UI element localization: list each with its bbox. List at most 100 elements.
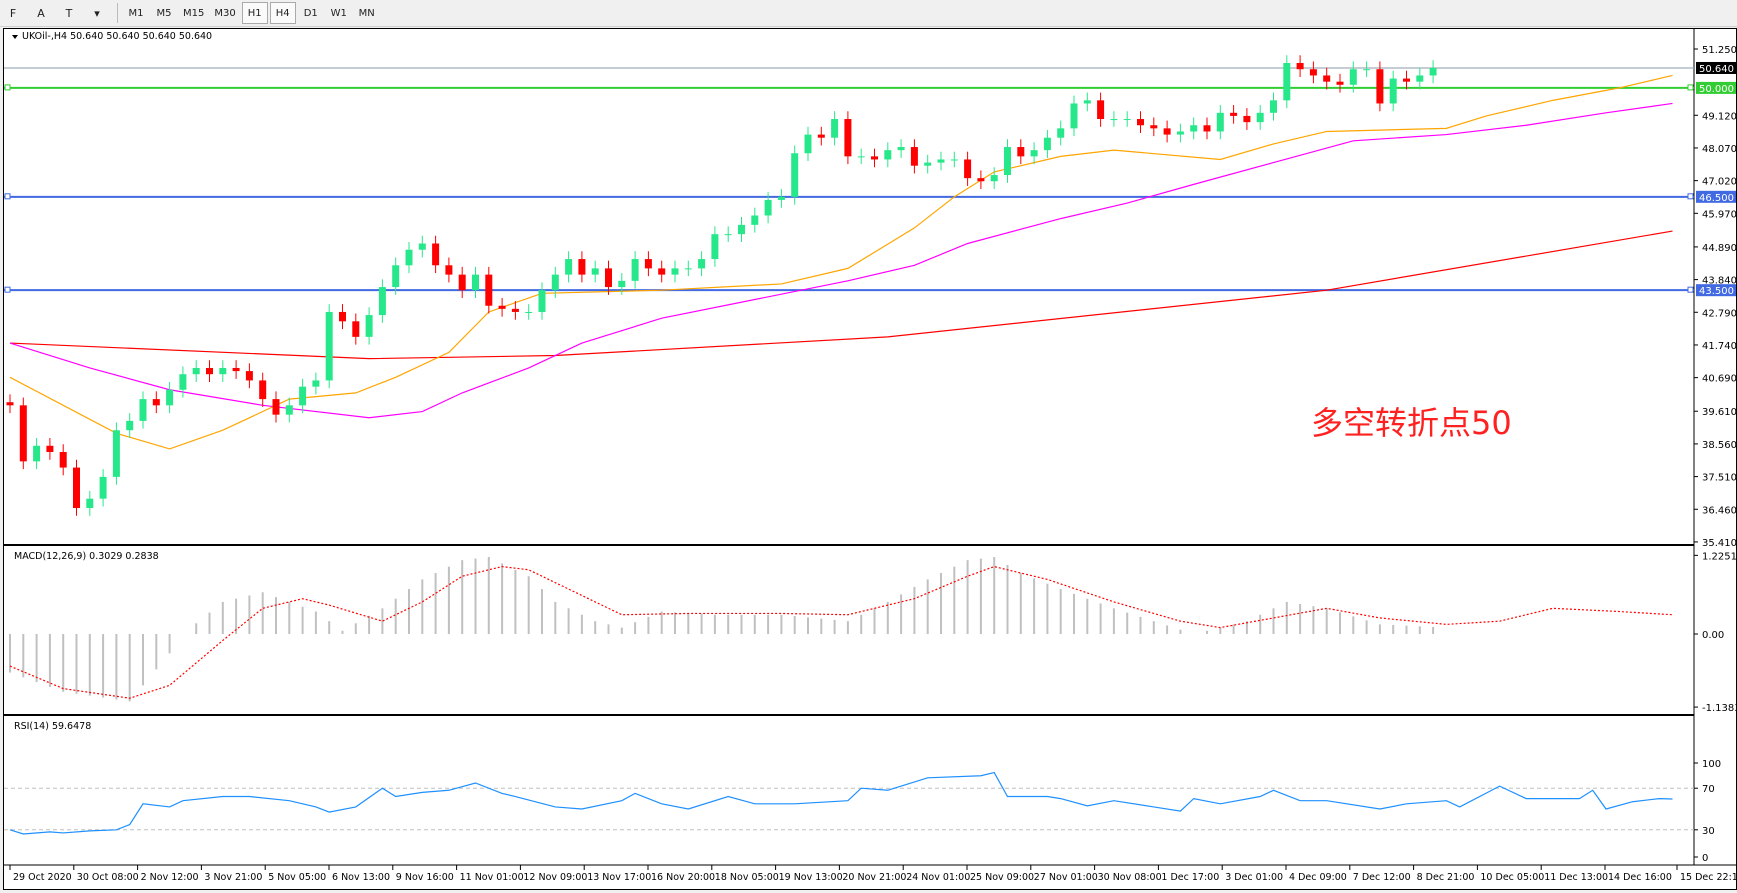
time-label: 8 Dec 21:00 [1417,872,1475,883]
candle [844,119,852,157]
crosshair-grid-tool[interactable]: F [9,6,17,20]
price-label: 39.610 [1702,407,1736,418]
candle [86,498,94,509]
candle [857,156,865,158]
time-label: 14 Dec 16:00 [1608,872,1672,883]
line-handle[interactable] [1687,193,1694,200]
time-label: 29 Oct 2020 [13,872,72,883]
candle [245,371,253,381]
candle [1363,69,1371,71]
candle [46,445,54,453]
annotation-text: 多空转折点50 [1311,404,1512,442]
line-handle[interactable] [1687,286,1694,293]
candle [1349,69,1357,85]
price-label: 47.020 [1702,177,1736,188]
ma-slow-line [9,230,1673,360]
candle [538,290,546,312]
candle [924,162,932,166]
price-label: 40.690 [1702,374,1736,385]
candle [1123,119,1131,121]
chart-window[interactable]: UKOil-,H4 50.640 50.640 50.640 50.640 MAC… [3,28,1737,890]
candle [751,215,759,225]
macd-axis-label: 1.2251 [1702,551,1736,562]
candle [777,196,785,200]
candle [339,311,346,322]
timeframe-m30[interactable]: M30 [214,7,236,19]
time-label: 11 Nov 01:00 [460,872,524,883]
candle [977,178,985,182]
time-label: 30 Nov 08:00 [1098,872,1162,883]
line-handle[interactable] [4,193,11,200]
line-handle[interactable] [4,286,11,293]
chart-canvas[interactable]: UKOil-,H4 50.640 50.640 50.640 50.640 MAC… [4,29,1737,889]
candle [698,259,706,269]
candle [33,445,41,462]
time-label: 3 Dec 01:00 [1225,872,1283,883]
price-label: 48.070 [1702,144,1736,155]
candle [1323,75,1331,82]
candle [432,243,440,266]
candle [392,265,400,288]
candle [1429,67,1437,76]
candle [126,420,134,431]
candle [472,274,479,291]
timeframe-w1[interactable]: W1 [330,7,347,19]
rsi-axis-label: 30 [1702,826,1715,837]
timeframe-h1[interactable]: H1 [241,2,268,24]
macd-signal-line [9,565,1673,699]
price-marker-box [1696,190,1736,203]
candle [1137,119,1144,126]
line-handle[interactable] [4,84,11,91]
candle [1163,128,1171,135]
candle [1389,78,1397,104]
candle [152,399,160,406]
time-label: 11 Dec 13:00 [1544,872,1608,883]
candle [618,280,626,288]
time-label: 13 Nov 17:00 [587,872,651,883]
timeframe-m1[interactable]: M1 [128,7,144,19]
text-tool[interactable]: A [37,6,45,20]
arrows-tool[interactable]: ▾ [94,6,100,20]
candle [1043,137,1051,151]
candle [1216,112,1224,132]
timeframe-m15[interactable]: M15 [183,7,205,19]
candle [1097,100,1105,120]
candle [1176,131,1184,135]
candle [817,134,825,138]
candle [897,147,905,151]
candle [219,367,227,375]
timeframe-d1[interactable]: D1 [303,7,318,19]
candle [405,249,413,266]
candle [1004,147,1011,176]
candle [445,265,453,275]
candle [1243,115,1251,123]
chart-title: UKOil-,H4 50.640 50.640 50.640 50.640 [22,31,212,42]
text-label-tool[interactable]: T [65,6,73,20]
price-marker-label: 46.500 [1699,193,1734,204]
timeframe-h4[interactable]: H4 [269,2,296,24]
candle [1203,125,1211,132]
candle [418,243,426,250]
candle [910,147,918,166]
candle [365,315,373,337]
candle [738,224,745,235]
candle [272,399,280,415]
time-label: 3 Nov 21:00 [204,872,262,883]
line-handle[interactable] [1687,84,1694,91]
candle [19,405,27,462]
timeframe-m5[interactable]: M5 [156,7,172,19]
candle [791,153,799,197]
price-label: 38.560 [1702,440,1736,451]
candle [631,259,639,281]
dropdown-triangle-icon[interactable] [12,35,18,39]
candle [964,159,972,179]
candle [1336,81,1344,85]
time-label: 5 Nov 05:00 [268,872,326,883]
candle [565,259,573,275]
candle [724,234,732,236]
timeframe-mn[interactable]: MN [358,7,375,19]
candle [1296,63,1304,70]
candle [711,234,719,260]
candle [511,308,519,312]
candle [1376,69,1384,104]
